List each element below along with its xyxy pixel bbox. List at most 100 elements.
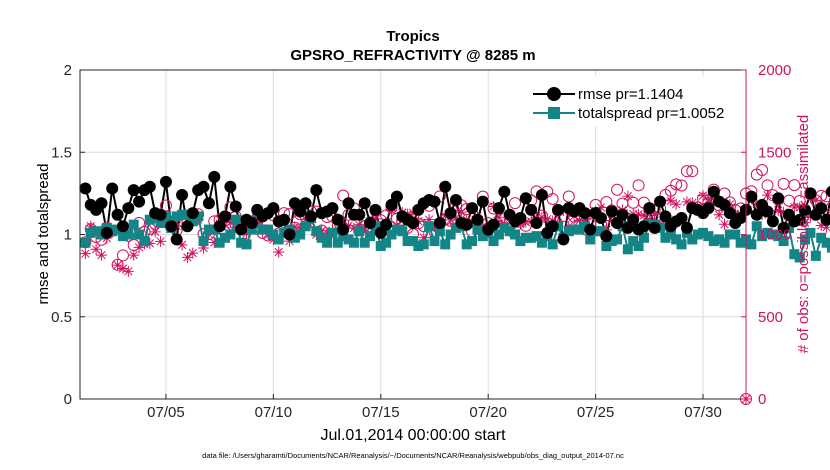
totalspread-point	[338, 231, 349, 242]
rmse-point	[100, 226, 113, 239]
totalspread-point	[569, 224, 580, 235]
rmse-point	[299, 197, 312, 210]
rmse-point	[793, 213, 806, 226]
assimilated-obs-point	[90, 243, 102, 255]
data-file-footnote: data file: /Users/gharamti/Documents/NCA…	[202, 451, 624, 460]
totalspread-point	[472, 224, 483, 235]
totalspread-point	[563, 226, 574, 237]
totalspread-point	[676, 239, 687, 250]
assimilated-obs-point	[144, 237, 156, 249]
totalspread-point	[413, 241, 424, 252]
rmse-point	[761, 205, 774, 218]
possible-obs-point	[611, 183, 624, 196]
x-axis-label: Jul.01,2014 00:00:00 start	[320, 427, 506, 444]
assimilated-obs-point	[810, 194, 822, 206]
rmse-point	[519, 192, 532, 205]
totalspread-point	[316, 232, 327, 243]
rmse-point	[364, 216, 377, 229]
y-right-tick-label: 1000	[758, 227, 791, 244]
assimilated-obs-point	[772, 204, 784, 216]
totalspread-point	[488, 236, 499, 247]
assimilated-obs-point	[273, 246, 285, 258]
assimilated-obs-point	[85, 220, 97, 232]
rmse-point	[471, 213, 484, 226]
rmse-markers	[79, 170, 830, 246]
totalspread-point	[397, 226, 408, 237]
y-axis-label: rmse and totalspread	[35, 164, 52, 305]
y-right-tick-label: 1500	[758, 144, 791, 161]
rmse-point	[380, 218, 393, 231]
rmse-point	[702, 202, 715, 215]
rmse-point	[557, 233, 570, 246]
possible-obs-point	[675, 179, 688, 192]
totalspread-point	[665, 229, 676, 240]
rmse-point	[616, 208, 629, 221]
totalspread-point	[692, 229, 703, 240]
rmse-point	[466, 202, 479, 215]
rmse-point	[79, 182, 92, 195]
rmse-point	[143, 180, 156, 193]
totalspread-point	[746, 239, 757, 250]
rmse-point	[331, 213, 344, 226]
totalspread-point	[418, 239, 429, 250]
legend-spread-label: totalspread pr=1.0052	[578, 105, 724, 122]
totalspread-point	[268, 229, 279, 240]
totalspread-point	[187, 216, 198, 227]
totalspread-point	[134, 229, 145, 240]
rmse-point	[498, 185, 511, 198]
totalspread-point	[467, 236, 478, 247]
totalspread-point	[359, 237, 370, 248]
totalspread-point	[622, 244, 633, 255]
assimilated-obs-point	[348, 222, 360, 234]
rmse-point	[777, 221, 790, 234]
possible-obs-point	[756, 164, 769, 177]
totalspread-point	[117, 231, 128, 242]
assimilated-obs-point	[649, 208, 661, 220]
totalspread-point	[826, 242, 830, 253]
assimilated-obs-point	[208, 237, 220, 249]
totalspread-point	[574, 224, 585, 235]
assimilated-obs-point	[79, 248, 91, 260]
rmse-point	[176, 189, 189, 202]
totalspread-point	[273, 234, 284, 245]
totalspread-point	[348, 237, 359, 248]
legend-rmse-label: rmse pr=1.1404	[578, 86, 683, 103]
totalspread-point	[365, 231, 376, 242]
rmse-point	[127, 184, 140, 197]
rmse-point	[283, 228, 296, 241]
assimilated-obs-point	[112, 259, 124, 271]
y-tick-label: 1	[64, 227, 72, 244]
totalspread-point	[504, 226, 515, 237]
totalspread-point	[327, 227, 338, 238]
totalspread-point	[193, 211, 204, 222]
totalspread-point	[450, 222, 461, 233]
totalspread-point	[499, 222, 510, 233]
rmse-point	[159, 175, 172, 188]
left-axis: 0 0.5 1 1.5 2	[51, 62, 85, 408]
rmse-point	[219, 210, 232, 223]
totalspread-point	[536, 237, 547, 248]
x-tick-label: 07/25	[577, 404, 615, 421]
assimilated-obs-point	[574, 215, 585, 227]
rmse-point	[514, 212, 527, 225]
possible-obs-point	[670, 178, 683, 191]
totalspread-point	[687, 234, 698, 245]
assimilated-obs-point	[697, 190, 709, 202]
totalspread-point	[671, 234, 682, 245]
totalspread-point	[236, 237, 247, 248]
totalspread-point	[386, 229, 397, 240]
rmse-point	[707, 185, 720, 198]
totalspread-point	[445, 229, 456, 240]
assimilated-obs-point	[455, 206, 467, 218]
totalspread-point	[612, 234, 623, 245]
totalspread-point	[289, 232, 300, 243]
possible-obs-point	[632, 179, 645, 192]
rmse-point	[326, 202, 339, 215]
assimilated-obs-point	[198, 242, 210, 254]
legend-box	[526, 76, 740, 126]
assimilated-obs-point	[407, 207, 419, 219]
rmse-point	[213, 220, 226, 233]
totalspread-point	[633, 241, 644, 252]
y-right-tick-label: 2000	[758, 62, 791, 79]
assimilated-obs-point	[359, 222, 371, 234]
